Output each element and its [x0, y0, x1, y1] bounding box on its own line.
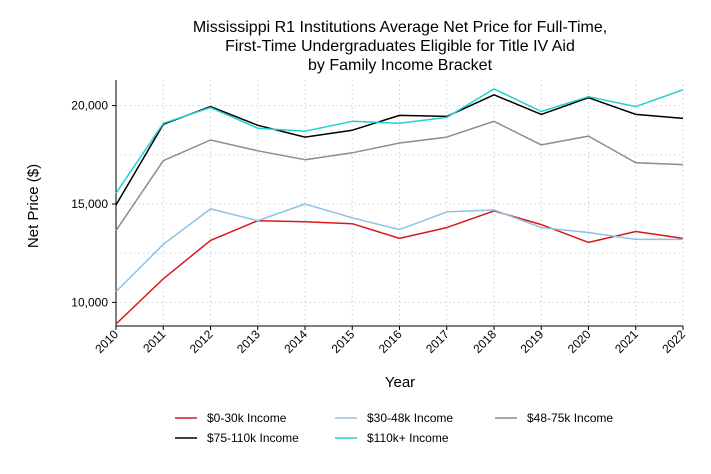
y-tick-labels: 10,000 15,000 20,000	[71, 99, 116, 309]
series-line-0	[115, 210, 684, 325]
legend-label-0: $0-30k Income	[207, 411, 287, 425]
title-line-1: Mississippi R1 Institutions Average Net …	[193, 19, 607, 36]
legend-label-3: $75-110k Income	[207, 431, 299, 445]
series-line-2	[115, 120, 684, 232]
x-tick-label: 2010	[92, 327, 121, 356]
series-line-4	[115, 88, 684, 194]
x-tick-label: 2017	[423, 327, 452, 356]
x-tick-label: 2012	[187, 327, 216, 356]
chart-title: Mississippi R1 Institutions Average Net …	[193, 19, 607, 74]
x-axis-title: Year	[385, 374, 415, 391]
x-tick-label: 2019	[518, 327, 547, 356]
x-tick-label: 2021	[612, 327, 641, 356]
legend-label-4: $110k+ Income	[367, 431, 449, 445]
x-tick-label: 2016	[376, 327, 405, 356]
series-lines	[115, 88, 684, 325]
y-axis-title: Net Price ($)	[25, 164, 42, 248]
x-tick-label: 2022	[659, 327, 688, 356]
series-line-1	[115, 203, 683, 293]
series-line-3	[115, 94, 684, 206]
title-line-3: by Family Income Bracket	[308, 57, 493, 74]
legend-label-1: $30-48k Income	[367, 411, 453, 425]
x-tick-label: 2020	[565, 327, 594, 356]
legend-label-2: $48-75k Income	[527, 411, 613, 425]
x-tick-label: 2014	[281, 327, 310, 356]
x-tick-label: 2018	[470, 327, 499, 356]
title-line-2: First-Time Undergraduates Eligible for T…	[225, 38, 575, 55]
legend: $0-30k Income $30-48k Income $48-75k Incom…	[175, 411, 613, 445]
y-tick-label: 10,000	[71, 295, 108, 309]
x-tick-label: 2013	[234, 327, 263, 356]
gridlines	[115, 80, 684, 326]
x-tick-label: 2011	[140, 327, 168, 355]
x-tick-label: 2015	[329, 327, 358, 356]
y-tick-label: 20,000	[71, 99, 108, 113]
y-tick-label: 15,000	[71, 197, 108, 211]
x-tick-labels: 2010 2011 2012 2013 2014 2015 2016 2017 2018 2019…	[92, 326, 688, 356]
